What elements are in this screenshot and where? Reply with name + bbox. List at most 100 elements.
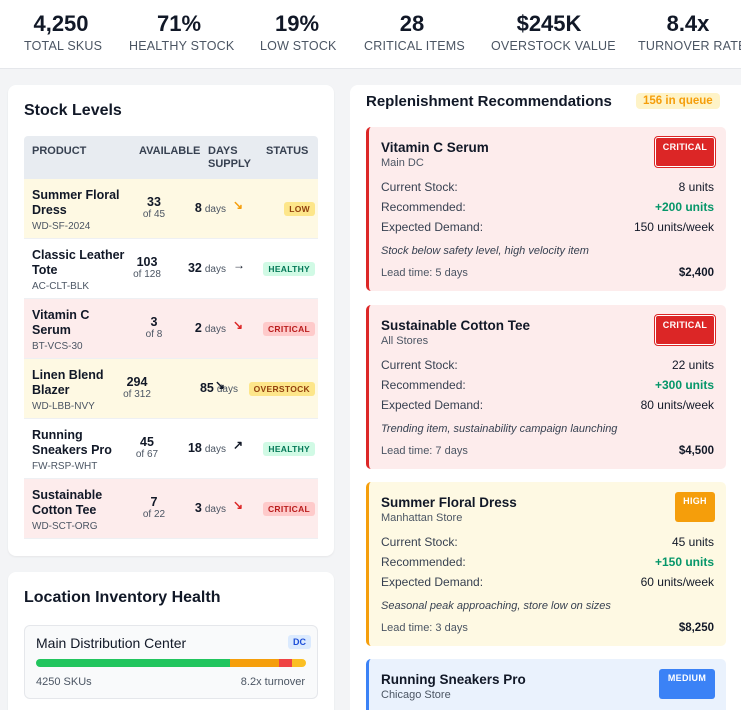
product-name: Linen Blend Blazer WD-LBB-NVY xyxy=(32,368,128,414)
recommendation-card[interactable]: Running Sneakers Pro Chicago Store MEDIUM xyxy=(366,659,726,710)
days-value: 32 xyxy=(187,261,202,275)
product-sku: WD-LBB-NVY xyxy=(32,401,95,412)
product-name: Summer Floral Dress WD-SF-2024 xyxy=(32,188,128,234)
recommendation-cost: $4,500 xyxy=(678,445,714,457)
trend-arrow-icon: ↘ xyxy=(233,318,244,332)
product-name: Classic Leather Tote AC-CLT-BLK xyxy=(32,248,128,294)
recommendation-note: Trending item, sustainability campaign l… xyxy=(381,423,618,435)
priority-badge: CRITICAL xyxy=(654,136,716,168)
trend-arrow-icon: ↘ xyxy=(215,378,226,392)
current-stock-row: Current Stock: 8 units xyxy=(381,180,714,194)
recommended-label: Recommended: xyxy=(381,200,466,214)
table-row[interactable]: Summer Floral Dress WD-SF-2024 33 of 45 8 day… xyxy=(24,179,318,239)
available-capacity: of 67 xyxy=(135,449,159,460)
expected-demand-value: 150 units/week xyxy=(633,220,714,234)
expected-demand-label: Expected Demand: xyxy=(381,398,484,412)
col-product[interactable]: PRODUCT xyxy=(32,145,87,157)
recommendation-cost: $8,250 xyxy=(678,622,714,634)
replenishment-panel: Replenishment Recommendations 156 in que… xyxy=(350,85,741,710)
product-name-text: Vitamin C Serum xyxy=(32,308,90,337)
expected-demand-label: Expected Demand: xyxy=(381,220,484,234)
days-supply: 32 days xyxy=(188,261,226,275)
available-count: 3 of 8 xyxy=(129,315,179,341)
recommendation-location: Chicago Store xyxy=(381,689,451,701)
recommendation-note: Stock below safety level, high velocity … xyxy=(381,245,589,257)
col-status[interactable]: STATUS xyxy=(266,145,309,157)
kpi-label: TURNOVER RATE xyxy=(638,39,741,53)
location-health-bar xyxy=(36,659,306,667)
recommended-row: Recommended: +150 units xyxy=(381,555,714,569)
health-bar-segment xyxy=(278,659,293,667)
available-capacity: of 128 xyxy=(133,269,161,280)
status-badge: HEALTHY xyxy=(263,262,315,276)
recommendation-card[interactable]: Vitamin C Serum Main DC CRITICAL Current St… xyxy=(366,127,726,291)
health-bar-segment xyxy=(36,659,231,667)
days-unit: days xyxy=(204,504,226,515)
product-name-text: Linen Blend Blazer xyxy=(32,368,104,397)
current-stock-label: Current Stock: xyxy=(381,180,458,194)
recommendation-card[interactable]: Sustainable Cotton Tee All Stores CRITICAL… xyxy=(366,305,726,469)
product-name: Vitamin C Serum BT-VCS-30 xyxy=(32,308,128,354)
available-capacity: of 8 xyxy=(145,329,163,340)
days-supply: 8 days xyxy=(195,201,226,215)
col-days-supply[interactable]: DAYS SUPPLY xyxy=(208,145,251,171)
trend-arrow-icon: ↘ xyxy=(233,198,244,212)
days-value: 8 xyxy=(194,201,202,215)
kpi-total-skus: 4,250 TOTAL SKUS xyxy=(24,11,102,54)
days-supply: 3 days xyxy=(195,501,226,515)
lead-time: Lead time: 3 days xyxy=(381,622,468,634)
location-item[interactable]: Main Distribution Center DC 4250 SKUs 8.… xyxy=(24,625,318,699)
table-row[interactable]: Sustainable Cotton Tee WD-SCT-ORG 7 of 22 3 d… xyxy=(24,479,318,539)
recommendation-cost: $2,400 xyxy=(678,267,714,279)
kpi-critical-items: 28 CRITICAL ITEMS xyxy=(364,11,465,54)
recommendation-location: Main DC xyxy=(381,157,424,169)
recommended-row: Recommended: +200 units xyxy=(381,200,714,214)
queue-badge: 156 in queue xyxy=(636,93,720,109)
available-value: 45 xyxy=(140,435,154,449)
current-stock-value: 45 units xyxy=(671,535,714,549)
product-name-text: Classic Leather Tote xyxy=(32,248,125,277)
expected-demand-row: Expected Demand: 60 units/week xyxy=(381,575,714,589)
health-bar-segment xyxy=(230,659,279,667)
kpi-value: 8.4x xyxy=(666,11,710,36)
status-badge: HEALTHY xyxy=(263,442,315,456)
col-days-supply-line2: SUPPLY xyxy=(208,158,252,170)
expected-demand-row: Expected Demand: 150 units/week xyxy=(381,220,714,234)
kpi-turnover-rate: 8.4x TURNOVER RATE xyxy=(638,11,741,54)
days-value: 2 xyxy=(194,321,202,335)
trend-arrow-icon: ↗ xyxy=(233,438,244,452)
location-sku-count: 4250 SKUs xyxy=(36,676,92,688)
kpi-value: 4,250 xyxy=(33,11,89,36)
col-available[interactable]: AVAILABLE xyxy=(139,145,201,157)
kpi-value: 71% xyxy=(156,11,202,36)
stock-levels-card: Stock Levels PRODUCT AVAILABLE DAYS SUPPL… xyxy=(8,85,334,556)
recommended-label: Recommended: xyxy=(381,378,466,392)
location-health-card: Location Inventory Health Main Distribut… xyxy=(8,572,334,710)
table-row[interactable]: Linen Blend Blazer WD-LBB-NVY 294 of 312 85 d… xyxy=(24,359,318,419)
available-value: 33 xyxy=(147,195,161,209)
table-row[interactable]: Running Sneakers Pro FW-RSP-WHT 45 of 67 18 d… xyxy=(24,419,318,479)
recommended-value: +300 units xyxy=(654,378,714,392)
lead-time: Lead time: 5 days xyxy=(381,267,468,279)
recommendation-location: Manhattan Store xyxy=(381,512,463,524)
replenishment-title: Replenishment Recommendations xyxy=(366,93,612,110)
product-sku: FW-RSP-WHT xyxy=(32,461,98,472)
recommendation-product: Vitamin C Serum xyxy=(381,140,489,155)
table-row[interactable]: Classic Leather Tote AC-CLT-BLK 103 of 128 3… xyxy=(24,239,318,299)
recommendation-product: Summer Floral Dress xyxy=(381,495,517,510)
available-count: 7 of 22 xyxy=(129,495,179,521)
recommendation-note: Seasonal peak approaching, store low on … xyxy=(381,600,611,612)
available-capacity: of 312 xyxy=(123,389,151,400)
kpi-value: 19% xyxy=(274,11,320,36)
recommendation-card[interactable]: Summer Floral Dress Manhattan Store HIGH Cu… xyxy=(366,482,726,646)
col-days-supply-line1: DAYS xyxy=(208,145,238,157)
available-value: 3 xyxy=(150,315,158,329)
available-capacity: of 22 xyxy=(142,509,166,520)
product-name-text: Summer Floral Dress xyxy=(32,188,120,217)
stock-table: PRODUCT AVAILABLE DAYS SUPPLY STATUS Summ… xyxy=(24,136,318,539)
expected-demand-value: 80 units/week xyxy=(640,398,714,412)
table-row[interactable]: Vitamin C Serum BT-VCS-30 3 of 8 2 days ↘ CRITI… xyxy=(24,299,318,359)
stock-levels-title: Stock Levels xyxy=(24,102,122,119)
kpi-healthy-stock: 71% HEALTHY STOCK xyxy=(129,11,234,54)
location-health-title: Location Inventory Health xyxy=(24,589,221,606)
